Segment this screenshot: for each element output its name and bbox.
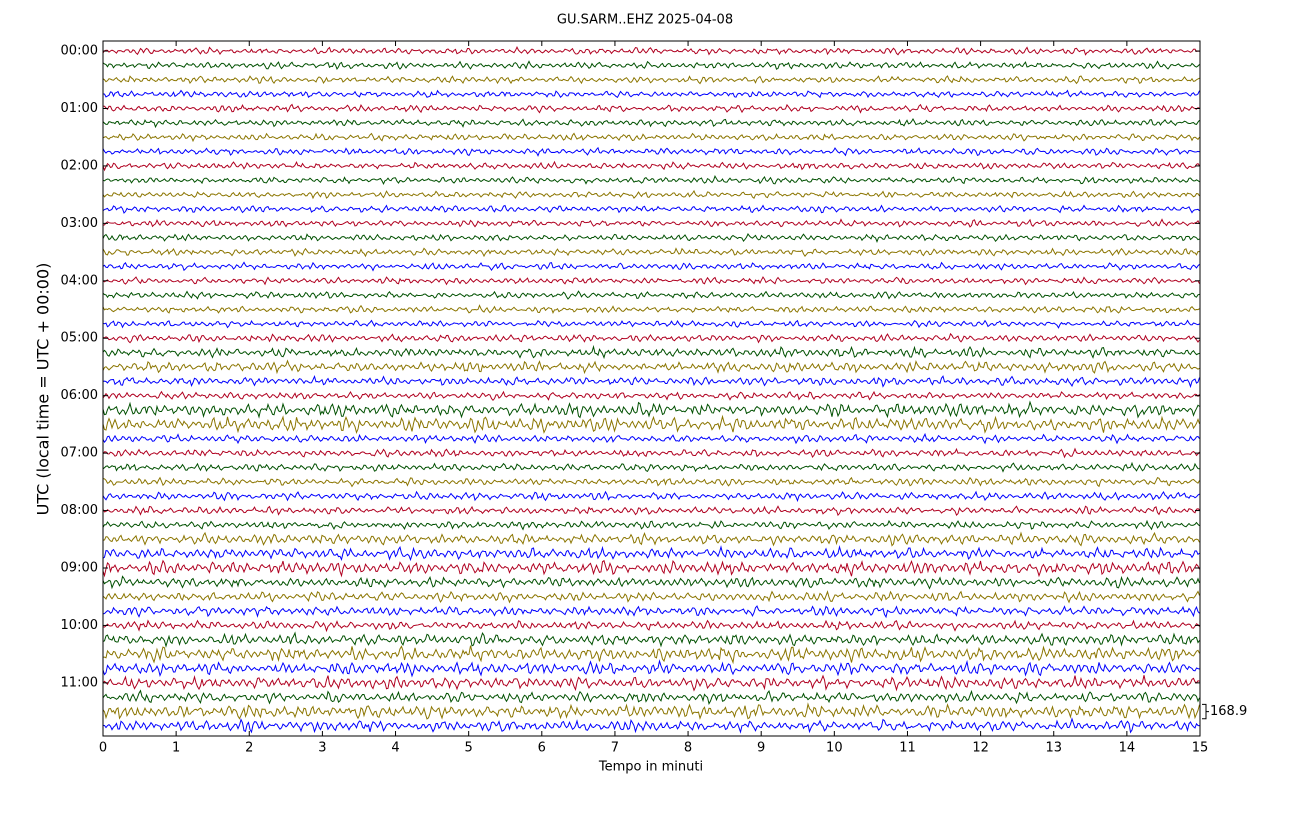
trace [102, 400, 1200, 419]
trace [102, 276, 1200, 286]
trace [102, 332, 1200, 344]
trace [102, 390, 1200, 402]
trace [102, 218, 1200, 228]
trace [102, 476, 1200, 488]
y-tick-label: 10:00 [61, 618, 98, 633]
x-tick-label: 6 [538, 741, 546, 756]
x-tick-label: 11 [899, 741, 916, 756]
y-axis-label: UTC (local time = UTC + 00:00) [34, 263, 53, 516]
trace [102, 146, 1200, 157]
trace [102, 461, 1200, 473]
trace [102, 89, 1200, 99]
trace [102, 605, 1200, 619]
x-tick-label: 14 [1119, 741, 1136, 756]
trace [102, 505, 1200, 517]
trace [102, 490, 1200, 503]
trace [102, 717, 1200, 734]
trace [102, 344, 1200, 360]
x-tick-label: 13 [1045, 741, 1062, 756]
y-tick-label: 00:00 [61, 44, 98, 59]
trace [102, 175, 1200, 185]
x-tick-label: 2 [245, 741, 253, 756]
y-tick-label: 04:00 [61, 273, 98, 288]
trace [102, 447, 1200, 459]
scale-label: 168.9 [1210, 704, 1247, 719]
trace [102, 545, 1200, 562]
trace [102, 674, 1200, 692]
trace [102, 247, 1200, 258]
trace [102, 414, 1200, 435]
trace [102, 432, 1200, 445]
chart-title: GU.SARM..EHZ 2025-04-08 [557, 13, 733, 28]
trace [102, 103, 1200, 114]
y-tick-label: 11:00 [61, 675, 98, 690]
x-tick-label: 3 [318, 741, 326, 756]
trace [102, 645, 1200, 665]
x-axis-label: Tempo in minuti [598, 760, 703, 775]
y-tick-label: 02:00 [61, 158, 98, 173]
trace [102, 519, 1200, 531]
trace [102, 189, 1200, 200]
x-tick-label: 7 [611, 741, 619, 756]
trace [102, 160, 1200, 172]
x-tick-label: 9 [757, 741, 765, 756]
trace [102, 375, 1200, 389]
trace [102, 659, 1200, 678]
trace [102, 631, 1200, 648]
x-tick-label: 10 [826, 741, 843, 756]
trace [102, 132, 1200, 143]
y-tick-label: 05:00 [61, 331, 98, 346]
trace [102, 304, 1200, 314]
y-tick-label: 06:00 [61, 388, 98, 403]
trace [102, 359, 1200, 375]
trace [102, 204, 1200, 214]
x-tick-label: 8 [684, 741, 692, 756]
x-tick-label: 12 [972, 741, 989, 756]
trace [102, 60, 1200, 71]
trace [102, 290, 1200, 300]
traces [102, 45, 1200, 734]
trace [102, 233, 1200, 243]
x-tick-label: 1 [172, 741, 180, 756]
scale-bar [1202, 703, 1209, 720]
trace [102, 559, 1200, 578]
trace [102, 689, 1200, 705]
x-tick-label: 5 [465, 741, 473, 756]
trace [102, 75, 1200, 85]
trace [102, 531, 1200, 547]
y-tick-label: 03:00 [61, 216, 98, 231]
x-tick-label: 15 [1192, 741, 1209, 756]
trace [102, 619, 1200, 633]
y-tick-label: 01:00 [61, 101, 98, 116]
x-tick-label: 4 [391, 741, 399, 756]
trace [102, 575, 1200, 590]
trace [102, 319, 1200, 329]
y-tick-label: 07:00 [61, 446, 98, 461]
x-tick-label: 0 [99, 741, 107, 756]
trace [102, 261, 1200, 272]
trace [102, 590, 1200, 604]
trace [102, 45, 1200, 56]
plot-frame [102, 40, 1201, 737]
y-tick-label: 08:00 [61, 503, 98, 518]
trace [102, 118, 1200, 129]
trace [102, 702, 1200, 720]
y-tick-label: 09:00 [61, 560, 98, 575]
